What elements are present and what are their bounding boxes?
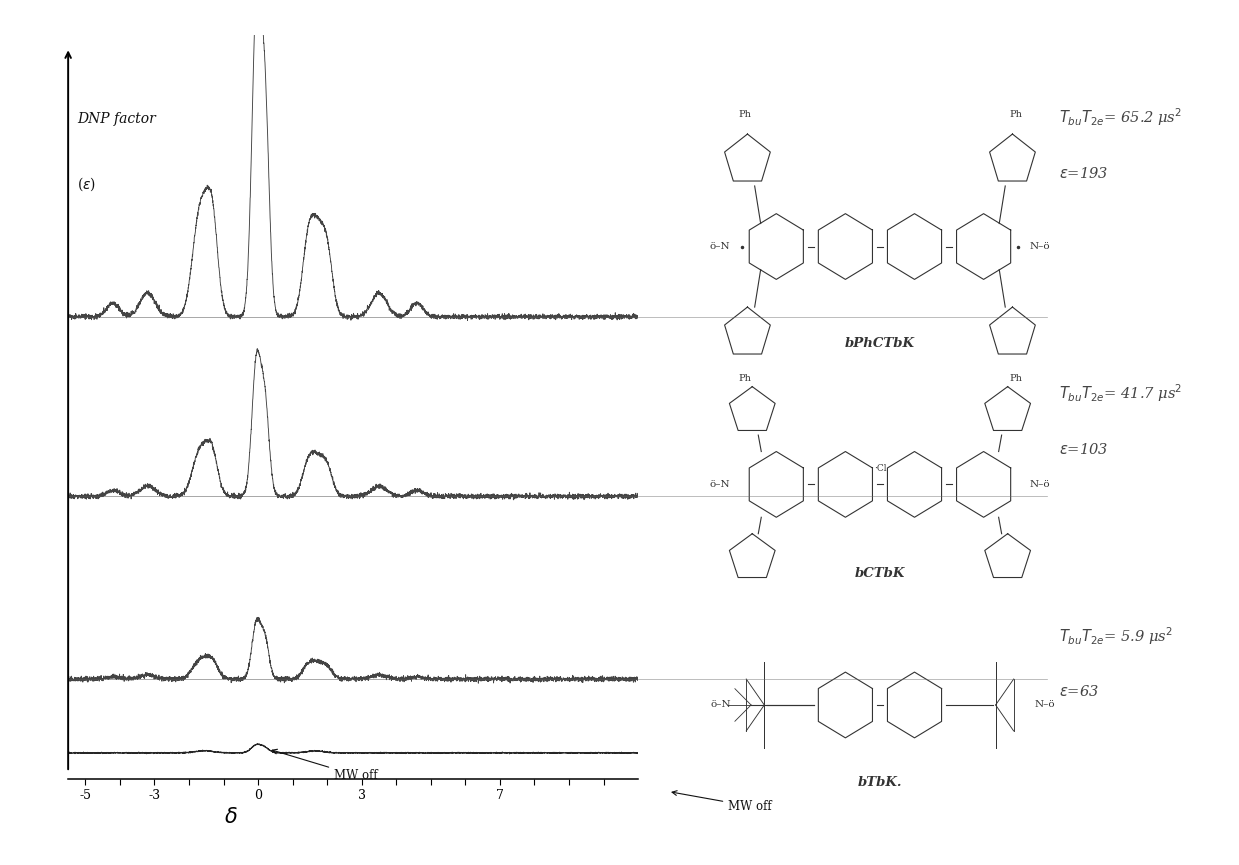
Text: Ph: Ph: [738, 374, 751, 382]
Text: ($\varepsilon$): ($\varepsilon$): [77, 176, 95, 194]
Text: $T_{bu}T_{2e}$= 41.7 μs$^2$: $T_{bu}T_{2e}$= 41.7 μs$^2$: [1058, 382, 1182, 405]
Text: ö–N: ö–N: [710, 480, 730, 489]
Text: $\varepsilon$=63: $\varepsilon$=63: [1058, 684, 1099, 700]
Text: ·Cl: ·Cl: [873, 465, 886, 473]
Text: $\varepsilon$=193: $\varepsilon$=193: [1058, 165, 1108, 181]
Text: $\varepsilon$=103: $\varepsilon$=103: [1058, 442, 1108, 458]
Text: MW off: MW off: [273, 749, 378, 782]
Text: N–ö: N–ö: [1030, 242, 1051, 251]
Text: N–ö: N–ö: [1035, 701, 1056, 709]
Text: bCTbK: bCTbK: [855, 567, 906, 580]
Text: bPhCTbK: bPhCTbK: [845, 337, 914, 350]
Text: Ph: Ph: [1009, 374, 1022, 382]
Text: bTbK.: bTbK.: [857, 776, 902, 789]
Text: MW off: MW off: [672, 791, 772, 813]
Text: Ph: Ph: [738, 110, 751, 119]
Text: ö–N: ö–N: [710, 242, 730, 251]
Text: N–ö: N–ö: [1030, 480, 1051, 489]
Text: $T_{bu}T_{2e}$= 5.9 μs$^2$: $T_{bu}T_{2e}$= 5.9 μs$^2$: [1058, 625, 1172, 647]
Text: DNP factor: DNP factor: [77, 112, 156, 125]
Text: Ph: Ph: [1009, 110, 1022, 119]
Text: $\delta$: $\delta$: [224, 807, 238, 827]
Text: $T_{bu}T_{2e}$= 65.2 μs$^2$: $T_{bu}T_{2e}$= 65.2 μs$^2$: [1058, 106, 1182, 128]
Text: ö–N: ö–N: [711, 701, 731, 709]
